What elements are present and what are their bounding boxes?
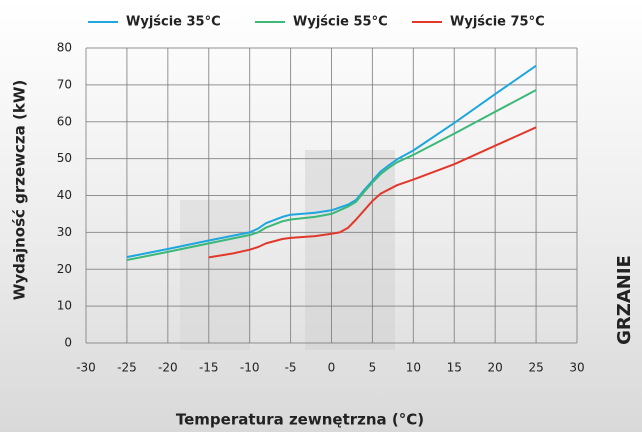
x-tick-label: 15 [447,361,462,375]
y-axis-title: Wydajność grzewcza (kW) [11,80,29,300]
legend-label: Wyjście 55°C [293,15,388,30]
x-axis-title: Temperatura zewnętrzna (°C) [176,411,424,429]
x-tick-label: 0 [328,361,336,375]
x-tick-label: -15 [199,361,219,375]
x-tick-label: 5 [369,361,377,375]
legend-label: Wyjście 35°C [126,15,221,30]
x-tick-label: 20 [488,361,503,375]
y-tick-label: 70 [57,77,72,91]
side-label: GRZANIE [614,255,635,345]
x-tick-label: -30 [76,361,96,375]
x-tick-label: 10 [406,361,421,375]
x-tick-label: -20 [158,361,178,375]
y-tick-label: 30 [57,225,72,239]
y-tick-label: 40 [57,188,72,202]
legend-label: Wyjście 75°C [450,15,545,30]
y-tick-label: 0 [64,336,72,350]
x-tick-label: 25 [528,361,543,375]
x-tick-label: 30 [569,361,584,375]
y-tick-label: 50 [57,151,72,165]
x-tick-label: -10 [240,361,260,375]
building [305,150,395,350]
building [180,200,250,350]
x-tick-label: -5 [285,361,297,375]
y-tick-label: 20 [57,262,72,276]
y-tick-label: 10 [57,299,72,313]
y-tick-label: 80 [57,41,72,55]
y-tick-label: 60 [57,114,72,128]
x-tick-label: -25 [117,361,137,375]
chart: Temperatura zewnętrzna (°C) Wydajność gr… [0,0,642,432]
